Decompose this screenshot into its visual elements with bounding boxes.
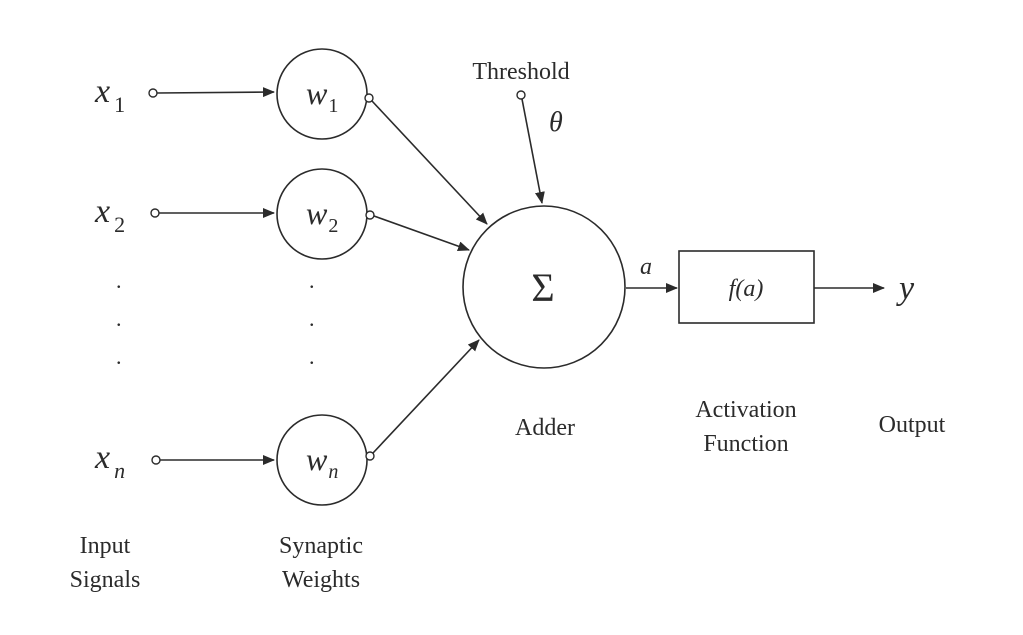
adder-label: Adder <box>515 415 575 441</box>
weight-arrow-1 <box>364 93 488 225</box>
weight-n-sub: n <box>328 461 338 483</box>
activation-function: f(a) <box>729 276 764 302</box>
activation-box: f(a) <box>678 250 815 324</box>
weight-2-sub: 2 <box>328 215 338 237</box>
adder-node: Σ <box>462 205 626 369</box>
weight-ellipsis-2: . <box>309 306 315 331</box>
svg-text:wn: wn <box>306 441 338 483</box>
output-symbol: y <box>896 270 915 307</box>
input-ellipsis-1: . <box>116 268 122 293</box>
svg-text:x2: x2 <box>94 193 125 237</box>
output-label: Output <box>879 412 946 438</box>
input-x2-sub: 2 <box>114 212 125 237</box>
threshold-symbol: θ <box>549 107 563 138</box>
threshold-label: Threshold <box>472 59 569 85</box>
weight-2-var: w <box>306 195 328 231</box>
svg-text:x1: x1 <box>94 73 125 117</box>
weight-ellipsis-3: . <box>309 344 315 369</box>
activation-label-line1: Activation <box>695 397 796 423</box>
input-arrow-1 <box>148 87 275 98</box>
input-x2-var: x <box>94 193 110 230</box>
svg-text:w2: w2 <box>306 195 338 237</box>
weight-arrow-n <box>365 339 480 461</box>
input-ellipsis-3: . <box>116 344 122 369</box>
weight-node-n: wn <box>276 414 368 506</box>
weight-n-var: w <box>306 441 328 477</box>
input-xn-sub: n <box>114 458 125 483</box>
weights-caption-line1: Synaptic <box>279 533 363 559</box>
weight-1-var: w <box>306 75 328 111</box>
activation-label-line2: Function <box>703 431 788 457</box>
weight-ellipsis-1: . <box>309 268 315 293</box>
input-arrow-n <box>151 455 275 465</box>
weight-1-sub: 1 <box>328 95 338 117</box>
input-arrow-2 <box>150 208 275 218</box>
svg-text:xn: xn <box>94 439 125 483</box>
adder-symbol: Σ <box>531 265 554 310</box>
threshold-arrow <box>516 90 545 204</box>
inputs-caption-line2: Signals <box>70 567 141 593</box>
input-x1-sub: 1 <box>114 92 125 117</box>
inputs-caption-line1: Input <box>80 533 131 559</box>
input-ellipsis-2: . <box>116 306 122 331</box>
weights-caption-line2: Weights <box>282 567 360 593</box>
input-xn-var: x <box>94 439 110 476</box>
svg-text:w1: w1 <box>306 75 338 117</box>
weight-arrow-2 <box>365 210 470 252</box>
weight-node-2: w2 <box>276 168 368 260</box>
activation-input-label: a <box>640 254 652 280</box>
input-x1-var: x <box>94 73 110 110</box>
weight-node-1: w1 <box>276 48 368 140</box>
